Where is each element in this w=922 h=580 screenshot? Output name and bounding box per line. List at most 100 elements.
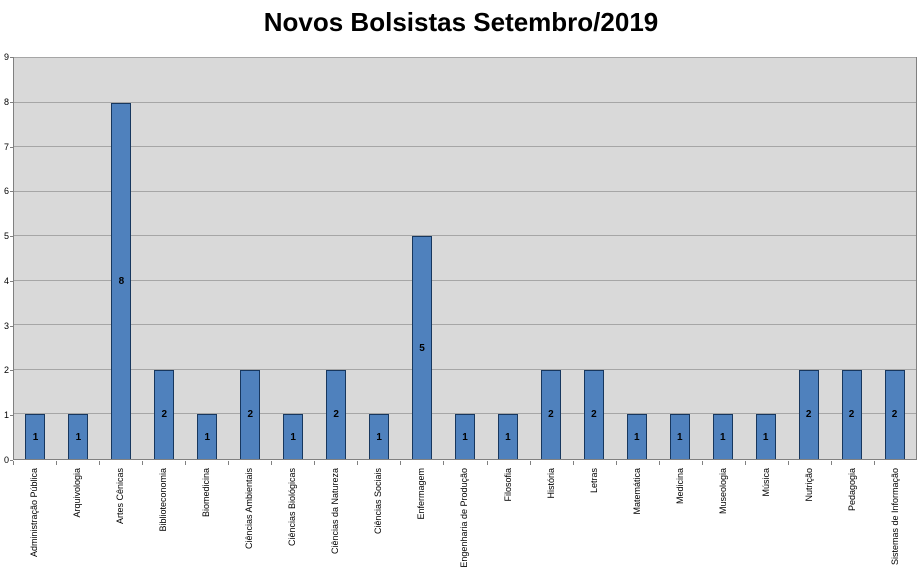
x-axis-label: Sistemas de Informação [889, 468, 900, 566]
bar-column: 2 [529, 58, 572, 459]
bar-value-label: 1 [75, 431, 82, 443]
x-axis-cell: Matemática [615, 461, 659, 577]
x-axis-cell: Ciências Sociais [357, 461, 400, 577]
bar: 1 [497, 414, 518, 459]
x-axis-label: Nutrição [803, 468, 814, 502]
bar: 1 [455, 414, 475, 459]
x-axis-cell: Ciências Ambientais [228, 461, 271, 577]
gridline [14, 368, 916, 370]
gridline [14, 190, 916, 192]
x-axis-label: Biomedicina [201, 468, 212, 518]
y-axis-tick [10, 325, 13, 327]
x-axis-cell: Filosofia [486, 461, 530, 577]
y-axis-label: 1 [3, 410, 9, 421]
bar: 1 [369, 414, 390, 459]
bar: 2 [154, 369, 175, 459]
x-axis-label: Artes Cênicas [115, 468, 126, 525]
bar-column: 1 [358, 58, 401, 459]
bar: 1 [197, 414, 218, 459]
bar-value-label: 2 [548, 409, 554, 421]
y-axis-label: 2 [3, 365, 9, 376]
x-axis-label: Arquivologia [72, 468, 83, 518]
plot-area: 1 1 8 2 1 2 1 2 1 5 1 1 2 2 1 1 1 1 2 2 2 [13, 57, 917, 460]
bar-value-label: 2 [333, 409, 339, 421]
y-axis-tick [10, 101, 13, 103]
gridline [14, 57, 916, 58]
x-axis-cell: Música [744, 461, 788, 577]
y-axis-tick [10, 460, 13, 461]
x-axis-cell: Engenharia de Produção [443, 461, 486, 577]
y-axis-label: 4 [3, 275, 9, 286]
bar-column: 2 [873, 58, 916, 459]
bar-value-label: 1 [32, 431, 39, 443]
bar-column: 1 [486, 58, 529, 459]
bar-column: 2 [572, 58, 615, 459]
x-axis-cell: Sistemas de Informação [873, 461, 917, 577]
bar: 2 [798, 369, 819, 459]
chart-title: Novos Bolsistas Setembro/2019 [263, 7, 659, 37]
y-axis-tick [10, 236, 13, 238]
bar-value-label: 1 [719, 431, 726, 443]
bar-column: 8 [100, 58, 143, 459]
x-axis-label: Pedagogia [846, 468, 857, 512]
x-axis-label: Ciências Ambientais [244, 468, 255, 550]
y-axis-label: 3 [3, 320, 9, 331]
bar: 2 [540, 369, 561, 459]
bar: 1 [25, 414, 46, 459]
x-axis-label: Filosofia [502, 468, 513, 502]
gridline [14, 413, 916, 415]
bar-column: 1 [272, 58, 315, 459]
bar-value-label: 2 [891, 409, 898, 421]
x-axis-cell: Museologia [701, 461, 745, 577]
y-axis-tick [10, 370, 13, 372]
bar-value-label: 1 [634, 431, 640, 443]
y-axis-tick [10, 57, 13, 58]
x-axis-label: História [545, 468, 556, 499]
y-axis-tick [10, 191, 13, 193]
x-axis: Administração Pública Arquivologia Artes C… [13, 461, 917, 577]
x-axis-label: Ciências Biológicas [287, 468, 298, 547]
x-axis-cell: Nutrição [787, 461, 831, 577]
x-axis-cell: Ciências da Natureza [314, 461, 357, 577]
x-axis-cell: Pedagogia [830, 461, 874, 577]
x-axis-label: Enfermagem [416, 468, 427, 520]
bar-value-label: 1 [462, 431, 468, 443]
y-axis-label: 0 [3, 455, 9, 465]
bar-column: 1 [57, 58, 100, 459]
x-axis-label: Engenharia de Produção [459, 468, 470, 568]
bar: 8 [111, 102, 132, 459]
bar-column: 2 [787, 58, 830, 459]
bar: 5 [412, 236, 433, 459]
bar: 2 [240, 369, 261, 459]
bar-value-label: 2 [848, 409, 855, 421]
x-axis-cell: Arquivologia [56, 461, 99, 577]
bar-value-label: 8 [118, 275, 125, 287]
bar-column: 2 [830, 58, 873, 459]
x-axis-label: Música [760, 468, 771, 497]
bar: 2 [841, 369, 862, 459]
bar-value-label: 2 [805, 409, 812, 421]
bar-column: 1 [615, 58, 658, 459]
bar: 1 [626, 414, 647, 459]
y-axis: 0 1 2 3 4 5 6 7 8 9 [0, 52, 13, 465]
bar-value-label: 2 [247, 409, 254, 421]
x-axis-cell: Administração Pública [13, 461, 56, 577]
x-axis-cell: Letras [572, 461, 616, 577]
bar-value-label: 1 [762, 431, 769, 443]
gridline [14, 279, 916, 281]
y-axis-tick [10, 280, 13, 282]
y-axis-tick [10, 146, 13, 148]
bar: 1 [712, 414, 733, 459]
x-axis-cell: Ciências Biológicas [271, 461, 314, 577]
x-axis-cell: Biomedicina [185, 461, 228, 577]
bar-value-label: 2 [591, 409, 597, 421]
bar: 2 [583, 369, 604, 459]
x-axis-label: Ciências Sociais [373, 468, 384, 535]
x-axis-label: Biblioteconomia [158, 468, 169, 532]
bar: 1 [755, 414, 776, 459]
bar-column: 2 [143, 58, 186, 459]
bar: 1 [68, 414, 89, 459]
x-axis-cell: Medicina [658, 461, 702, 577]
bar-value-label: 1 [376, 431, 382, 443]
